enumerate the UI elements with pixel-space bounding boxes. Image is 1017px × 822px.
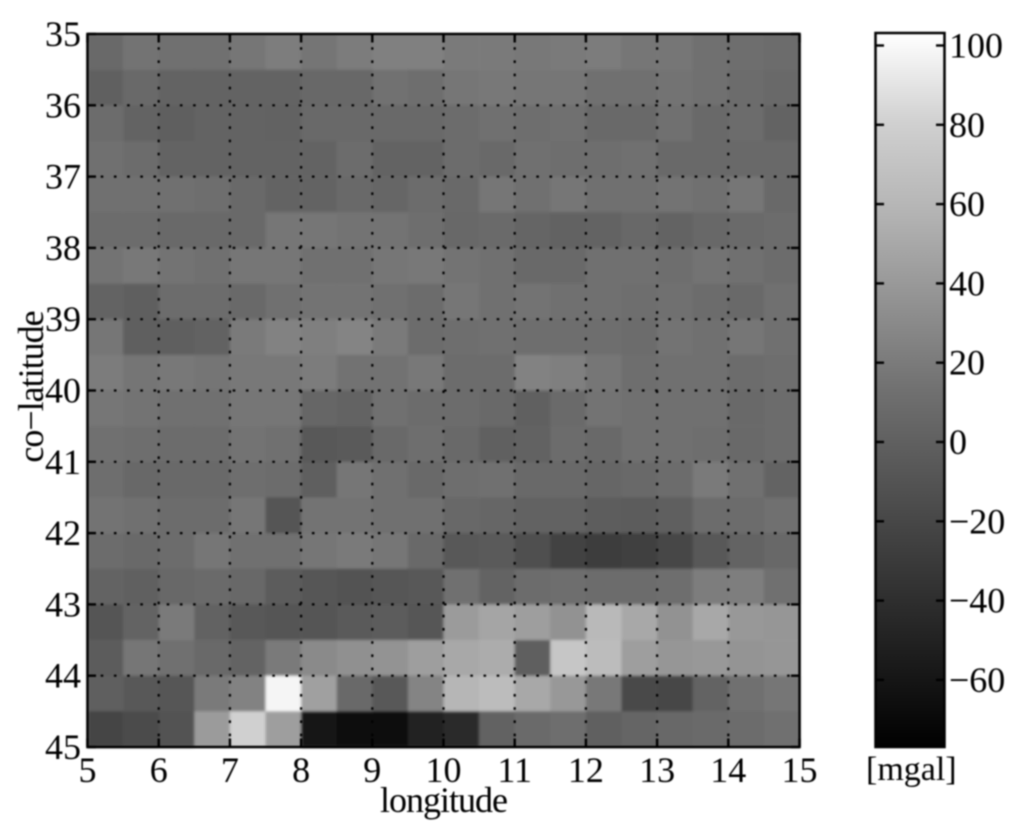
svg-text:−20: −20 [949,501,1005,541]
svg-text:12: 12 [568,750,604,790]
svg-text:20: 20 [949,343,985,383]
svg-text:15: 15 [782,750,818,790]
svg-text:43: 43 [45,584,81,624]
svg-text:44: 44 [45,656,81,696]
svg-text:7: 7 [221,750,239,790]
svg-text:10: 10 [426,750,462,790]
svg-text:longitude: longitude [380,780,507,820]
svg-text:41: 41 [45,442,81,482]
svg-text:[mgal]: [mgal] [866,751,957,788]
svg-text:14: 14 [710,750,746,790]
svg-text:80: 80 [949,105,985,145]
svg-text:11: 11 [497,750,532,790]
svg-text:40: 40 [949,263,985,303]
svg-text:9: 9 [363,750,381,790]
svg-text:45: 45 [45,727,81,767]
svg-text:38: 38 [45,228,81,268]
svg-text:8: 8 [292,750,310,790]
svg-text:37: 37 [45,157,81,197]
svg-text:40: 40 [45,371,81,411]
svg-text:0: 0 [949,422,967,462]
svg-text:100: 100 [949,26,1003,66]
svg-text:co−latitude: co−latitude [11,311,51,462]
svg-text:−40: −40 [949,581,1005,621]
svg-text:36: 36 [45,85,81,125]
svg-text:42: 42 [45,513,81,553]
svg-text:35: 35 [45,14,81,54]
svg-text:−60: −60 [949,660,1005,700]
svg-text:13: 13 [639,750,675,790]
svg-text:60: 60 [949,184,985,224]
svg-text:6: 6 [150,750,168,790]
svg-text:39: 39 [45,299,81,339]
svg-text:5: 5 [79,750,97,790]
